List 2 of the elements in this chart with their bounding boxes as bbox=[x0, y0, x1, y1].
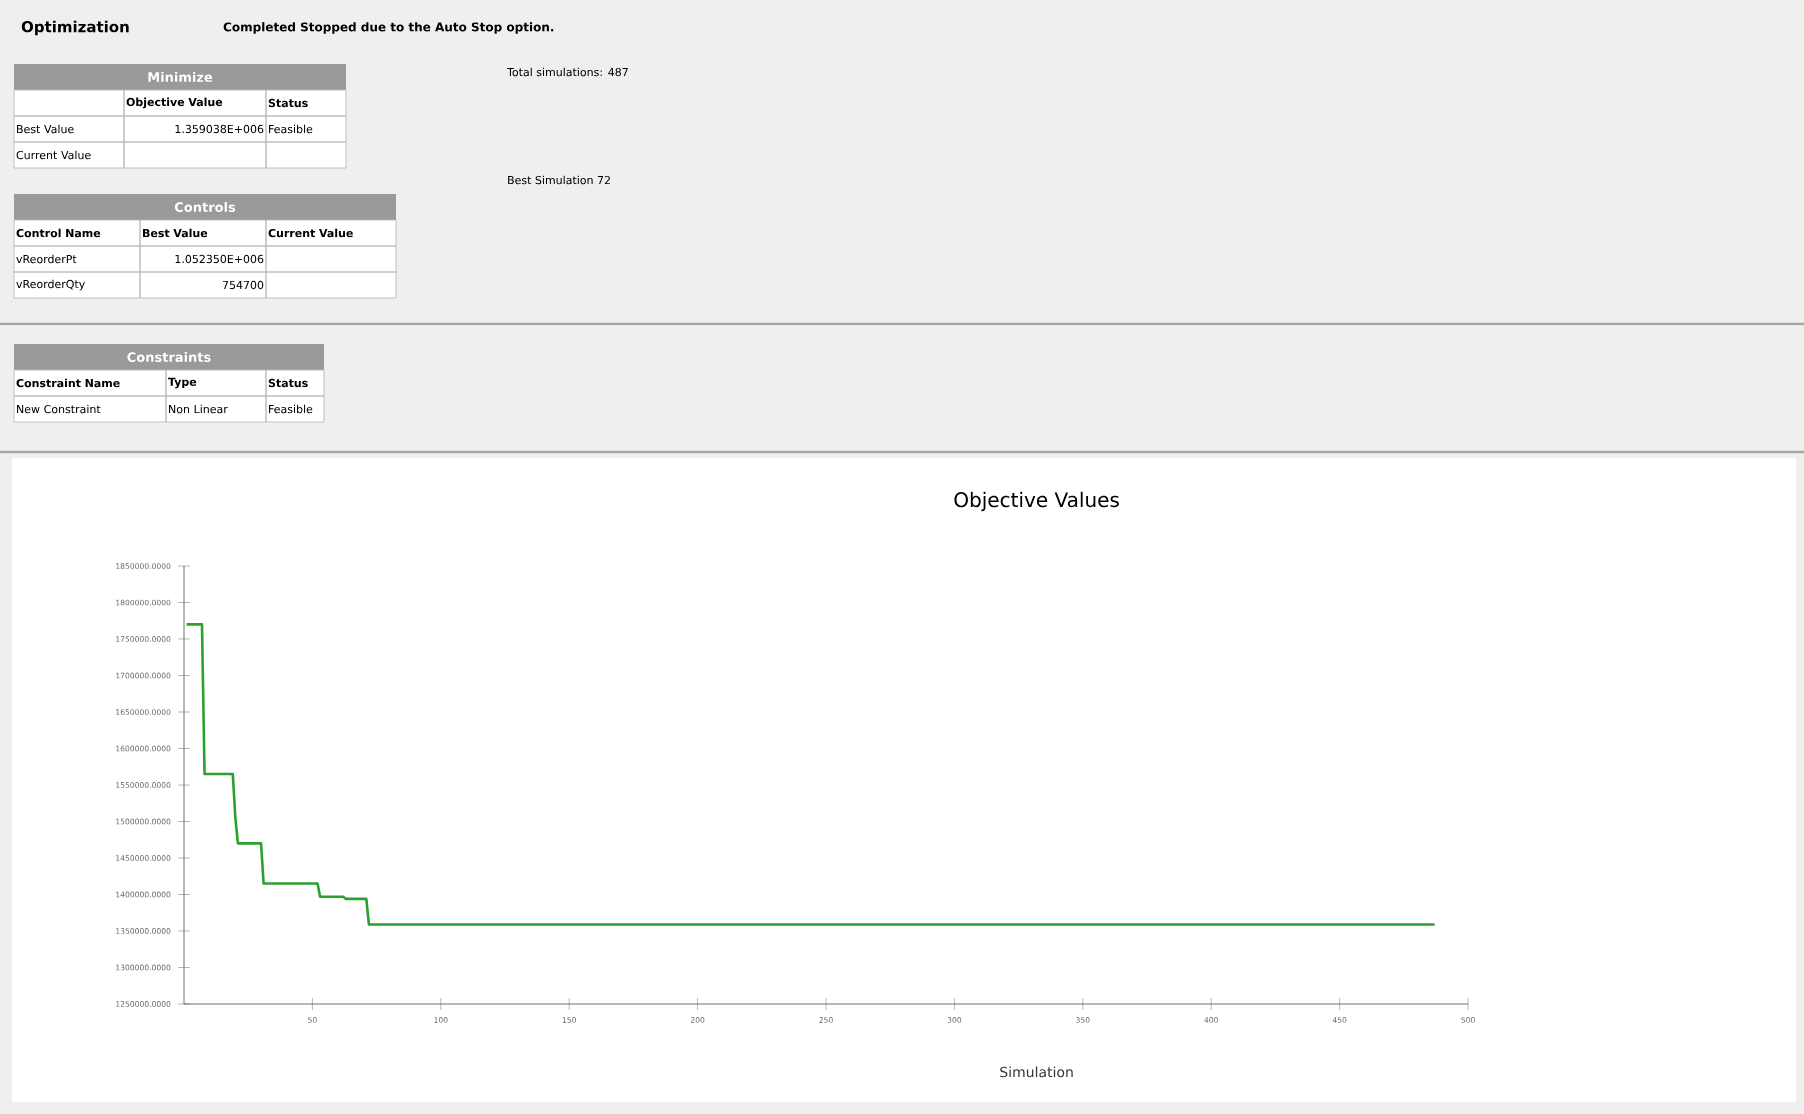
line-series bbox=[185, 623, 1436, 926]
chart-title: Objective Values bbox=[954, 491, 1119, 512]
